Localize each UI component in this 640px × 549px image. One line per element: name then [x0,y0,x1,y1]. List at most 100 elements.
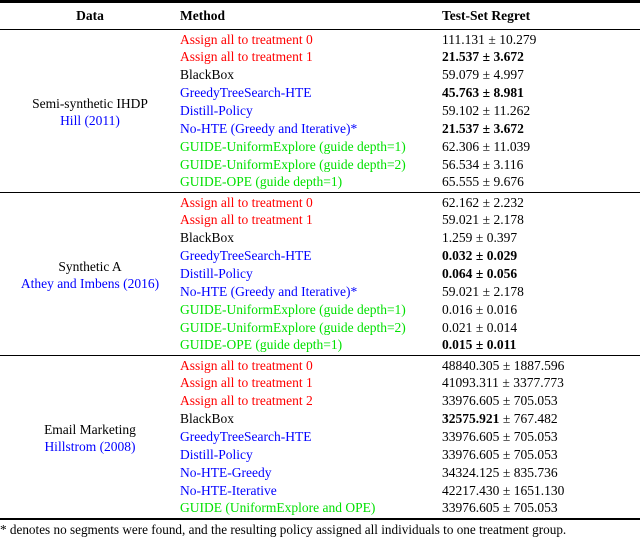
method-cell: GreedyTreeSearch-HTE [180,84,442,102]
method-label: No-HTE (Greedy and Iterative)* [180,121,358,136]
regret-cell: 0.016 ±0.016 [442,301,640,319]
dataset-citation-link[interactable]: Hill (2011) [60,113,120,128]
regret-mean: 41093.311 [442,375,499,390]
method-label: GUIDE-OPE (guide depth=1) [180,337,343,352]
plus-minus: ± [502,465,511,480]
table-row: GUIDE-OPE (guide depth=1) 0.015 ±0.011 [0,337,640,356]
table-row: GUIDE-UniformExplore (guide depth=2) 56.5… [0,156,640,174]
table-row: BlackBox 1.259 ±0.397 [0,229,640,247]
regret-mean: 59.079 [442,67,480,82]
regret-cell: 0.032 ±0.029 [442,247,640,265]
regret-cell: 32575.921 ±767.482 [442,410,640,428]
plus-minus: ± [482,212,491,227]
dataset-cell: Semi-synthetic IHDP Hill (2011) [0,30,180,193]
regret-mean: 48840.305 [442,358,500,373]
regret-mean: 32575.921 [442,411,500,426]
regret-mean: 62.306 [442,139,480,154]
plus-minus: ± [502,393,511,408]
col-header-data: Data [0,1,180,30]
method-label: Assign all to treatment 1 [180,375,313,390]
regret-mean: 111.131 [442,32,485,47]
regret-mean: 56.534 [442,157,480,172]
plus-minus: ± [482,174,491,189]
plus-minus: ± [502,429,511,444]
method-label: Distill-Policy [180,103,253,118]
table-row: Assign all to treatment 1 21.537 ±3.672 [0,48,640,66]
dataset-name: Synthetic A [58,258,122,274]
regret-cell: 59.079 ±4.997 [442,66,640,84]
table-row: Distill-Policy 33976.605 ±705.053 [0,446,640,464]
method-cell: BlackBox [180,66,442,84]
regret-err: 0.056 [486,266,518,281]
plus-minus: ± [482,121,491,136]
method-cell: Distill-Policy [180,265,442,283]
regret-cell: 33976.605 ±705.053 [442,428,640,446]
method-label: BlackBox [180,67,234,82]
col-header-regret: Test-Set Regret [442,1,640,30]
regret-cell: 56.534 ±3.116 [442,156,640,174]
method-cell: BlackBox [180,410,442,428]
header-row: Data Method Test-Set Regret [0,1,640,30]
dataset-cell: Email Marketing Hillstrom (2008) [0,356,180,520]
regret-err: 3.116 [493,157,524,172]
method-label: No-HTE-Greedy [180,465,272,480]
table-row: GUIDE (UniformExplore and OPE) 33976.605 ±… [0,500,640,519]
regret-mean: 59.021 [442,212,480,227]
plus-minus: ± [482,67,491,82]
dataset-group: Email Marketing Hillstrom (2008) Assign al… [0,355,640,520]
table-row: GUIDE-UniformExplore (guide depth=1) 62.3… [0,138,640,156]
regret-mean: 21.537 [442,49,480,64]
method-label: Assign all to treatment 0 [180,358,313,373]
plus-minus: ± [482,49,491,64]
table-header: Data Method Test-Set Regret [0,1,640,30]
method-label: Assign all to treatment 1 [180,212,313,227]
regret-err: 10.279 [499,32,537,47]
table-row: GreedyTreeSearch-HTE 0.032 ±0.029 [0,247,640,265]
method-cell: Assign all to treatment 2 [180,392,442,410]
regret-err: 0.014 [486,320,518,335]
regret-err: 767.482 [513,411,558,426]
regret-mean: 34324.125 [442,465,500,480]
method-label: No-HTE-Iterative [180,483,277,498]
regret-err: 2.178 [493,212,524,227]
plus-minus: ± [482,195,491,210]
plus-minus: ± [475,230,484,245]
regret-mean: 0.015 [442,337,473,352]
table-row: Synthetic A Athey and Imbens (2016) Assign… [0,193,640,291]
method-label: GreedyTreeSearch-HTE [180,85,312,100]
regret-cell: 1.259 ±0.397 [442,229,640,247]
plus-minus: ± [502,375,510,390]
table-row: No-HTE-Greedy 34324.125 ±835.736 [0,464,640,482]
regret-err: 3.672 [493,121,524,136]
plus-minus: ± [482,284,491,299]
method-cell: No-HTE (Greedy and Iterative)* [180,120,442,138]
method-cell: Assign all to treatment 0 [180,193,442,212]
method-cell: GUIDE-OPE (guide depth=1) [180,337,442,356]
regret-err: 3377.773 [513,375,564,390]
method-cell: Distill-Policy [180,446,442,464]
regret-err: 705.053 [513,393,558,408]
regret-err: 705.053 [513,447,558,462]
dataset-group: Semi-synthetic IHDP Hill (2011) Assign all… [0,30,640,193]
regret-cell: 33976.605 ±705.053 [442,392,640,410]
dataset-citation-link[interactable]: Athey and Imbens (2016) [20,276,160,291]
regret-mean: 45.763 [442,85,480,100]
regret-mean: 59.102 [442,103,480,118]
plus-minus: ± [475,302,484,317]
method-label: GUIDE-OPE (guide depth=1) [180,174,343,189]
regret-mean: 1.259 [442,230,473,245]
method-cell: GreedyTreeSearch-HTE [180,428,442,446]
plus-minus: ± [502,483,511,498]
regret-err: 0.016 [486,302,518,317]
method-label: Assign all to treatment 0 [180,32,313,47]
regret-cell: 41093.311 ±3377.773 [442,374,640,392]
plus-minus: ± [475,248,484,263]
method-cell: No-HTE-Greedy [180,464,442,482]
regret-mean: 0.016 [442,302,473,317]
method-label: No-HTE (Greedy and Iterative)* [180,284,358,299]
results-table: Data Method Test-Set Regret Semi-synthet… [0,0,640,520]
dataset-citation-link[interactable]: Hillstrom (2008) [44,439,136,454]
table-row: Assign all to treatment 2 33976.605 ±705.0… [0,392,640,410]
dataset-name: Email Marketing [44,421,136,437]
dataset-cell: Synthetic A Athey and Imbens (2016) [0,193,180,356]
